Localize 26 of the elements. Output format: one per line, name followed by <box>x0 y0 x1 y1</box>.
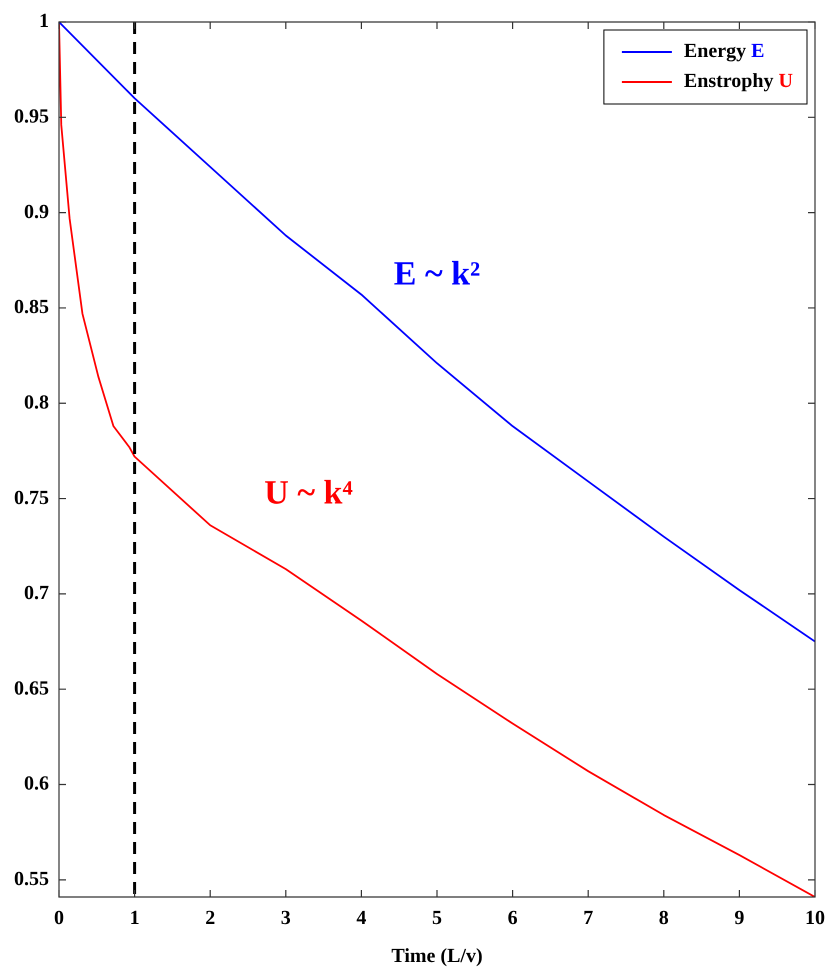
x-tick-label: 8 <box>658 907 669 930</box>
x-tick-label: 9 <box>734 907 744 930</box>
x-axis-title: Time (L/v) <box>391 945 483 968</box>
y-tick-label: 0.85 <box>14 296 49 318</box>
y-tick-label: 1 <box>39 10 49 32</box>
annotation: U ~ k⁴ <box>264 474 353 512</box>
legend-label: Energy E <box>684 40 764 62</box>
x-tick-label: 3 <box>280 907 291 930</box>
y-tick-label: 0.8 <box>24 391 49 414</box>
x-tick-label: 6 <box>508 907 518 930</box>
x-tick-label: 5 <box>432 907 442 930</box>
x-tick-label: 10 <box>805 907 825 930</box>
y-tick-label: 0.75 <box>14 486 49 509</box>
y-tick-label: 0.6 <box>24 772 49 795</box>
y-tick-label: 0.9 <box>24 200 49 223</box>
y-tick-label: 0.65 <box>14 677 49 700</box>
x-tick-label: 0 <box>54 907 64 930</box>
x-tick-label: 7 <box>583 907 594 930</box>
y-tick-label: 0.55 <box>14 868 49 890</box>
x-tick-label: 1 <box>130 907 140 930</box>
y-tick-label: 0.95 <box>14 105 49 128</box>
y-tick-label: 0.7 <box>24 582 49 604</box>
x-tick-label: 2 <box>205 907 216 930</box>
x-tick-label: 4 <box>356 907 366 930</box>
annotation: E ~ k² <box>394 256 480 293</box>
legend-label: Enstrophy U <box>684 70 794 92</box>
